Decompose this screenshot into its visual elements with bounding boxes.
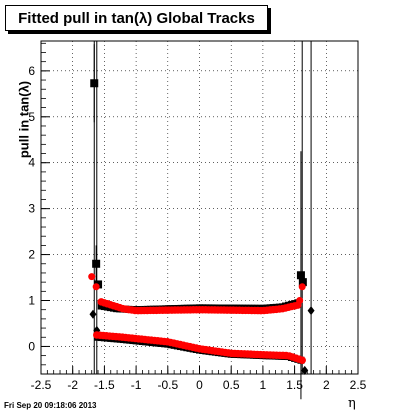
y-axis-label: pull in tan(λ): [16, 80, 32, 159]
circle-marker: [298, 356, 306, 364]
circle-marker: [298, 283, 306, 291]
x-tick-label: -1: [131, 378, 142, 392]
square-marker: [296, 271, 305, 280]
diamond-marker: [89, 309, 97, 319]
circle-marker: [92, 283, 100, 291]
y-tick-label: 3: [28, 202, 35, 216]
x-tick-label: -1.5: [94, 378, 115, 392]
chart-title: Fitted pull in tan(λ) Global Tracks: [18, 10, 255, 27]
x-tick-label: 1: [260, 378, 267, 392]
x-tick-label: 0: [196, 378, 203, 392]
x-tick-label: 2.5: [350, 378, 367, 392]
x-tick-label: -2: [67, 378, 78, 392]
diamond-marker: [307, 306, 315, 316]
chart-title-box: Fitted pull in tan(λ) Global Tracks: [5, 5, 268, 31]
diamond-marker: [301, 365, 309, 375]
x-tick-label: -0.5: [157, 378, 178, 392]
square-marker: [298, 278, 307, 287]
x-tick-label: -2.5: [31, 378, 52, 392]
x-axis-label: η: [348, 396, 356, 411]
y-tick-label: 4: [28, 156, 35, 170]
y-tick-label: 1: [28, 294, 35, 308]
square-marker: [92, 259, 101, 268]
y-tick-label: 2: [28, 248, 35, 262]
square-marker: [90, 79, 99, 88]
y-tick-label: 0: [28, 339, 35, 353]
y-tick-label: 5: [28, 110, 35, 124]
x-tick-label: 0.5: [223, 378, 240, 392]
plot-frame: [40, 40, 359, 375]
x-tick-label: 2: [323, 378, 330, 392]
circle-marker: [294, 301, 302, 309]
circle-marker: [88, 273, 96, 281]
y-tick-label: 6: [28, 64, 35, 78]
timestamp-footer: Fri Sep 20 09:18:06 2013: [4, 401, 97, 410]
x-tick-label: 1.5: [286, 378, 303, 392]
